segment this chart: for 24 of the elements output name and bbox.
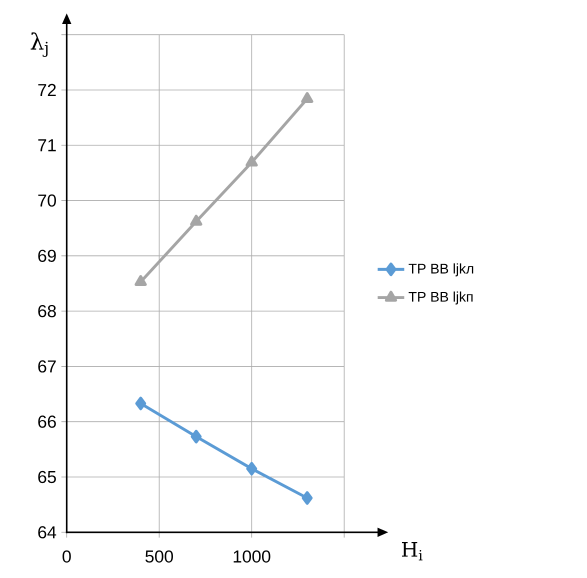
y-axis-title: λ$_{j}$	[30, 32, 48, 58]
x-tick-label: 500	[145, 550, 173, 563]
y-tick-label: 64	[38, 526, 56, 539]
point	[134, 275, 147, 286]
x-axis-title: H$_{i}$	[402, 542, 422, 560]
point	[246, 462, 258, 476]
y-tick-label: 65	[38, 471, 56, 484]
x-tick-label: 1000	[234, 550, 270, 563]
legend-label: TP BB ljkп	[408, 292, 473, 305]
point	[190, 430, 202, 444]
y-tick-label: 72	[38, 84, 56, 96]
y-tick-label: 71	[38, 139, 56, 152]
legend-label: TP BB ljkл	[408, 264, 474, 277]
y-tick-label: 67	[38, 360, 56, 373]
y-tick-label: 69	[38, 250, 56, 262]
y-tick-label: 70	[38, 194, 56, 207]
x-tick-label: 0	[62, 550, 71, 563]
point	[301, 92, 314, 104]
point	[302, 491, 313, 505]
point	[246, 156, 258, 167]
point	[190, 214, 202, 226]
y-tick-label: 66	[38, 416, 56, 428]
point	[135, 396, 146, 410]
y-tick-label: 68	[38, 305, 56, 318]
